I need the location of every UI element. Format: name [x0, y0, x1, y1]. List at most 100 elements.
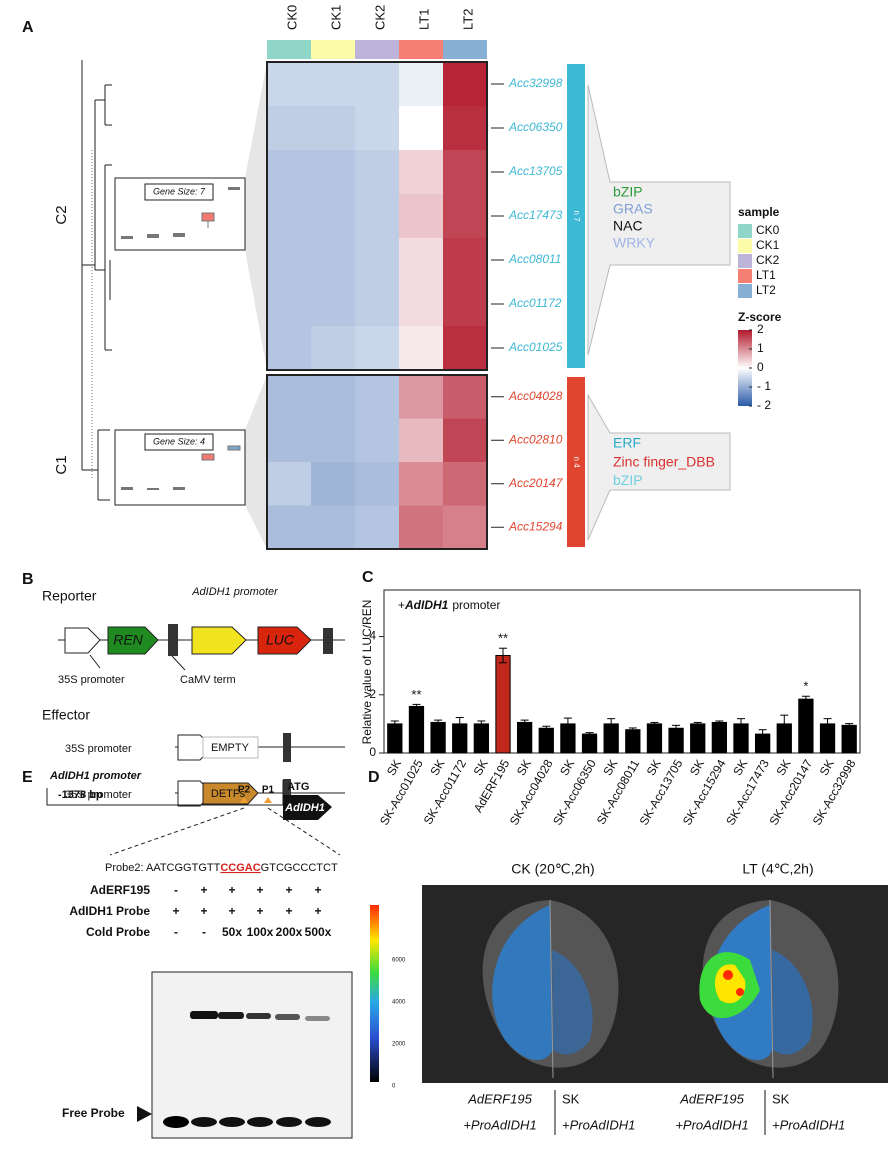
annotation-part: promoter: [452, 598, 500, 612]
condition-label: CK (20℃,2h): [511, 861, 594, 877]
error-bar: [715, 720, 724, 725]
heatmap-cell: [399, 150, 443, 194]
gene-label: Acc15294: [508, 519, 563, 533]
x-tick-label: SK: [384, 757, 404, 778]
gel-bands: [163, 1011, 331, 1128]
lane-cell: +: [200, 883, 207, 897]
legend-swatch: [738, 254, 752, 268]
promoter-label: 35S promoter: [58, 674, 125, 686]
pointer: [171, 655, 186, 671]
legend-swatch: [738, 239, 752, 253]
heatmap-cell: [399, 418, 443, 462]
caption: +ProAdIDH1: [562, 1117, 635, 1132]
panel-label: B: [22, 571, 34, 588]
gene-size-label: Gene Size: 4: [153, 436, 205, 446]
row-label: Cold Probe: [86, 925, 150, 939]
heatmap-cell: [267, 62, 311, 106]
heatmap-cell: [267, 238, 311, 282]
heatmap-cell: [399, 62, 443, 106]
luminescence-colorbar: [370, 905, 379, 1082]
site-label: P2: [238, 785, 251, 796]
gene-size-label-box: [144, 183, 214, 201]
gene-label: Acc04028: [508, 389, 563, 403]
heatmap-cell: [355, 238, 399, 282]
heatmap-cell: [311, 106, 355, 150]
colorbar-tick-label: 0: [392, 1084, 396, 1090]
heatmap-cell: [443, 238, 487, 282]
heatmap-cell: [267, 282, 311, 326]
error-bar: [563, 717, 572, 731]
heatmap-cell: [267, 375, 311, 419]
lane-cell: +: [285, 883, 292, 897]
error-bar: [499, 647, 507, 664]
lane-cell: -: [202, 925, 206, 939]
error-bar: [434, 719, 443, 726]
heatmap-cell: [311, 150, 355, 194]
bar: [516, 721, 533, 754]
error-bar: [737, 718, 745, 730]
tf-box: [587, 393, 731, 541]
gene-label: Acc08011: [508, 252, 561, 266]
error-bar: [823, 718, 832, 730]
heatmap-cell: [267, 194, 311, 238]
probe-part: Probe2: AATCGGTGTT: [105, 862, 221, 874]
panel-label: C: [362, 569, 374, 586]
heatmap-cell: [399, 194, 443, 238]
lane-cell: +: [172, 904, 179, 918]
bar: [538, 727, 554, 754]
zoom-wedge: [245, 375, 267, 549]
atg-label: ATG: [287, 781, 309, 793]
legend-label: LT1: [756, 268, 776, 282]
terminator: [168, 624, 178, 656]
reporter-label: Reporter: [42, 588, 97, 604]
gene-label: AdIDH1: [284, 802, 325, 814]
luc-label: LUC: [266, 632, 295, 648]
site-label: P1: [262, 785, 275, 796]
bar: [798, 698, 814, 754]
colorbar-tick-label: 6000: [392, 958, 406, 964]
heatmap-cell: [443, 462, 487, 506]
gene-label: Acc13705: [508, 164, 563, 178]
heatmap-cell: [311, 238, 355, 282]
error-bar: [542, 725, 551, 731]
mini-boxplots: [121, 187, 241, 490]
bar: [430, 721, 446, 754]
gene-size-label-box: [144, 433, 214, 451]
error-bar: [650, 721, 659, 726]
gene-label: Acc01172: [508, 296, 562, 310]
promoter-label: 35S promoter: [65, 743, 132, 755]
tf-label: bZIP: [613, 184, 643, 200]
heatmap-cell: [267, 326, 311, 370]
x-tick-label: SK: [773, 757, 793, 778]
bar: [646, 723, 663, 754]
zoom-line: [109, 807, 245, 856]
heatmap-cell: [267, 505, 311, 549]
heatmap-cell: [311, 505, 355, 549]
heatmap-cell: [399, 326, 443, 370]
terminator: [283, 733, 291, 762]
y-axis-label: Relative value of LUC/REN: [360, 600, 374, 745]
legend-label: LT2: [756, 283, 776, 297]
significance-label: *: [803, 679, 808, 694]
heatmap-cell: [267, 106, 311, 150]
sample-label: CK2: [372, 5, 387, 30]
condition-label: LT (4℃,2h): [742, 861, 813, 877]
zoom-wedge: [245, 62, 267, 370]
legend-title: sample: [738, 205, 780, 219]
length-label: -1378 bp: [58, 789, 103, 801]
heatmap-cell: [311, 462, 355, 506]
error-bar: [672, 724, 681, 732]
site-marker: [264, 797, 272, 803]
sample-strip: [311, 40, 355, 59]
bar: [473, 723, 490, 754]
heatmap-cell: [399, 375, 443, 419]
plot-frame: [383, 589, 861, 754]
colorbar-tick-label: 2: [757, 322, 764, 336]
terminator-label: CaMV term: [180, 674, 236, 686]
heatmap-cell: [443, 326, 487, 370]
probe-sequence: Probe2: AATCGGTGTTCCGACGTCGCCCTCT: [105, 862, 338, 874]
heatmap-cell: [311, 194, 355, 238]
heatmap-cell: [443, 282, 487, 326]
lane-cell: +: [228, 883, 235, 897]
